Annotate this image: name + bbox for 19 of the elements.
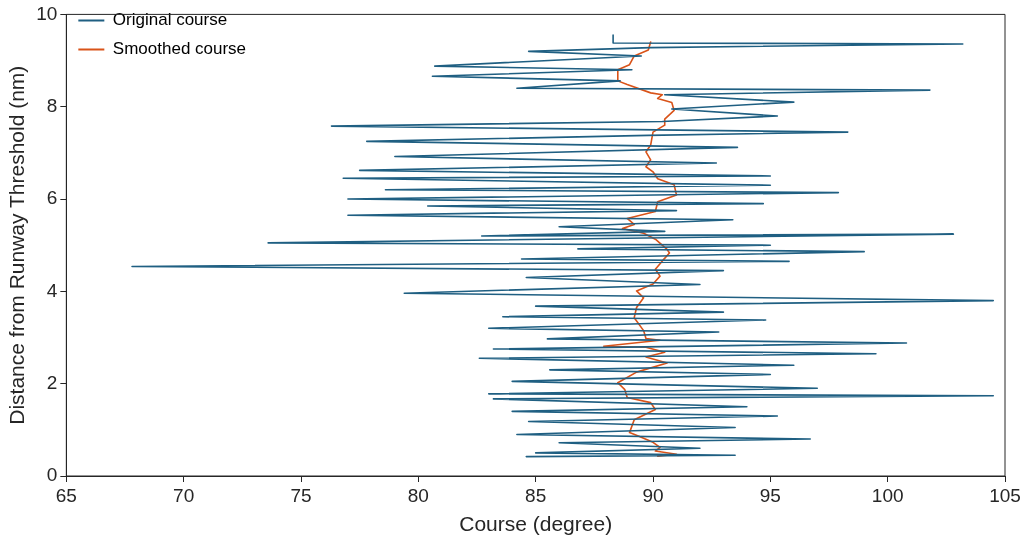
y-tick-label: 2	[46, 371, 58, 393]
x-tick-label: 80	[407, 484, 429, 506]
x-tick-label: 100	[871, 484, 904, 506]
y-axis-title: Distance from Runway Threshold (nm)	[5, 65, 29, 425]
x-tick-label: 105	[989, 484, 1021, 506]
x-tick-label: 65	[55, 484, 77, 506]
x-tick-label: 90	[642, 484, 664, 506]
legend-label: Smoothed course	[112, 39, 247, 59]
x-tick-label: 70	[173, 484, 195, 506]
x-tick-label: 75	[290, 484, 312, 506]
y-tick-label: 0	[46, 464, 58, 486]
y-tick-label: 4	[46, 279, 58, 301]
legend-label: Original course	[112, 10, 228, 30]
y-tick-label: 6	[46, 187, 58, 209]
y-tick-label: 8	[46, 94, 58, 116]
x-axis-title: Course (degree)	[459, 512, 613, 536]
y-tick-label: 10	[36, 2, 58, 24]
x-tick-label: 85	[525, 484, 547, 506]
x-tick-label: 95	[759, 484, 781, 506]
